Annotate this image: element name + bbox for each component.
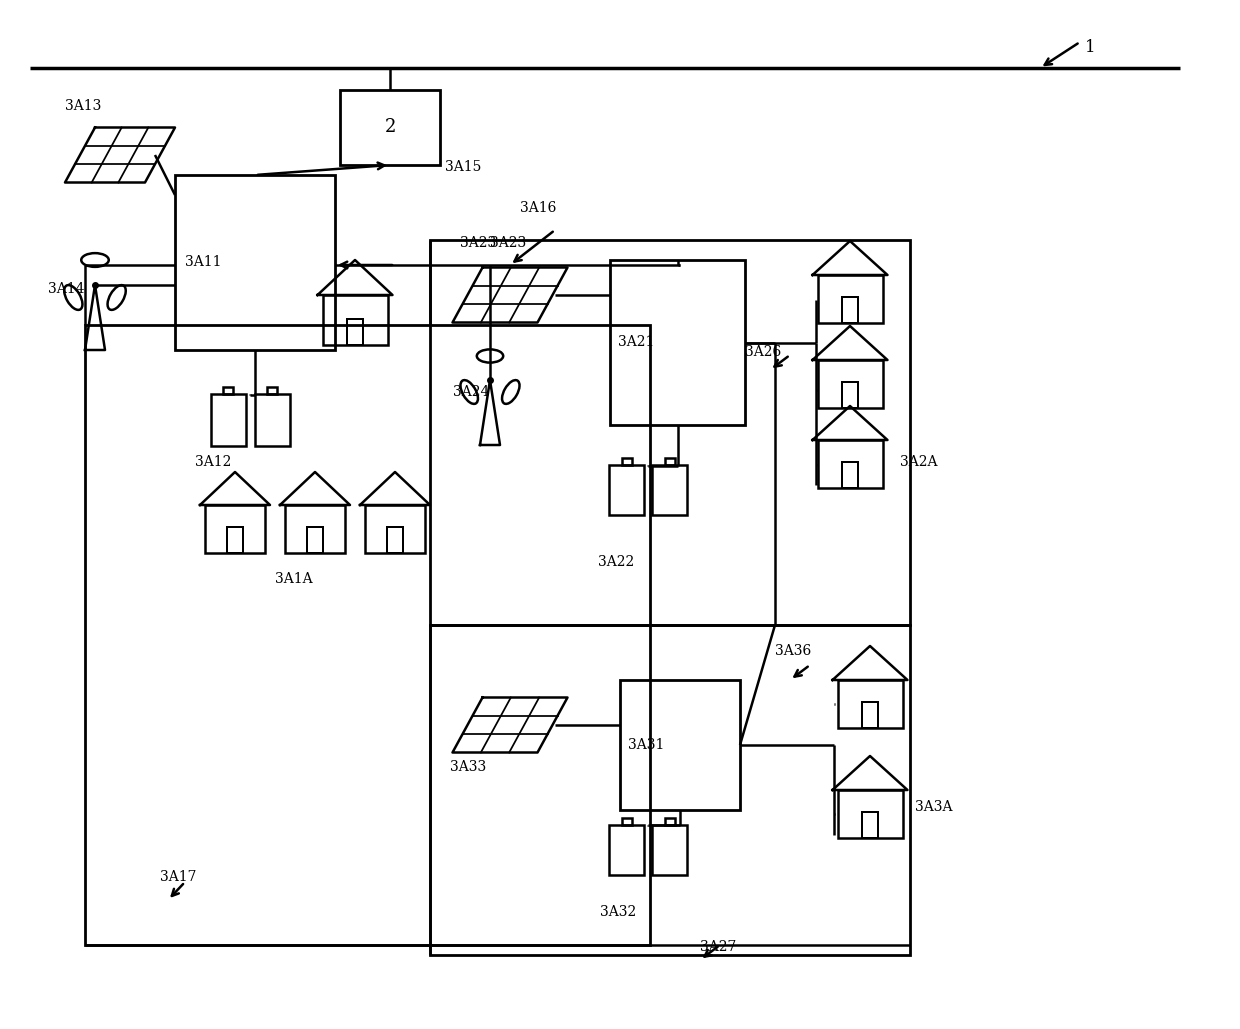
Bar bbox=[175, 175, 335, 350]
Bar bbox=[285, 505, 345, 553]
Bar bbox=[322, 295, 387, 345]
Bar bbox=[254, 394, 289, 446]
Text: 3A24: 3A24 bbox=[453, 385, 490, 399]
Text: 3A36: 3A36 bbox=[775, 644, 811, 658]
Bar bbox=[609, 465, 644, 514]
Bar bbox=[837, 680, 903, 728]
Bar bbox=[621, 818, 631, 825]
Bar bbox=[817, 275, 883, 323]
Bar bbox=[223, 387, 233, 394]
Bar bbox=[817, 360, 883, 409]
Text: 3A22: 3A22 bbox=[598, 555, 634, 569]
Bar bbox=[610, 260, 745, 425]
Bar bbox=[430, 240, 910, 625]
Text: 3A12: 3A12 bbox=[195, 455, 232, 469]
Text: 3A32: 3A32 bbox=[600, 904, 636, 919]
Bar bbox=[609, 825, 644, 875]
Bar bbox=[205, 505, 265, 553]
Bar bbox=[86, 325, 650, 945]
Bar bbox=[620, 680, 740, 810]
Bar bbox=[387, 527, 403, 553]
Bar bbox=[652, 825, 687, 875]
Bar bbox=[211, 394, 246, 446]
Bar bbox=[817, 440, 883, 488]
Text: 3A23: 3A23 bbox=[490, 236, 526, 250]
Text: 1: 1 bbox=[1085, 39, 1096, 57]
Text: 3A21: 3A21 bbox=[618, 335, 655, 350]
Bar bbox=[842, 462, 858, 488]
Text: 3A17: 3A17 bbox=[160, 870, 196, 884]
Bar bbox=[365, 505, 425, 553]
Bar bbox=[862, 812, 878, 838]
Text: 3A33: 3A33 bbox=[450, 760, 486, 774]
Text: 3A3A: 3A3A bbox=[915, 800, 952, 814]
Text: 3A23: 3A23 bbox=[460, 236, 496, 250]
Text: 3A11: 3A11 bbox=[185, 255, 222, 270]
Bar bbox=[837, 790, 903, 838]
Bar bbox=[665, 818, 675, 825]
Text: 3A15: 3A15 bbox=[445, 159, 481, 174]
Bar bbox=[842, 297, 858, 323]
Text: 3A13: 3A13 bbox=[64, 99, 102, 113]
Bar bbox=[340, 90, 440, 165]
Bar bbox=[652, 465, 687, 514]
Text: 3A14: 3A14 bbox=[48, 282, 84, 296]
Text: 3A31: 3A31 bbox=[627, 738, 665, 752]
Bar bbox=[842, 382, 858, 409]
Bar bbox=[665, 458, 675, 465]
Bar bbox=[621, 458, 631, 465]
Bar bbox=[862, 702, 878, 728]
Text: 3A16: 3A16 bbox=[520, 201, 557, 215]
Bar bbox=[430, 625, 910, 955]
Text: 3A1A: 3A1A bbox=[275, 572, 312, 586]
Text: 3A26: 3A26 bbox=[745, 345, 781, 359]
Text: 2: 2 bbox=[384, 118, 396, 137]
Bar bbox=[227, 527, 243, 553]
Bar bbox=[347, 319, 363, 345]
Text: 3A2A: 3A2A bbox=[900, 455, 937, 469]
Bar bbox=[267, 387, 277, 394]
Text: 3A27: 3A27 bbox=[701, 941, 737, 954]
Bar bbox=[308, 527, 322, 553]
